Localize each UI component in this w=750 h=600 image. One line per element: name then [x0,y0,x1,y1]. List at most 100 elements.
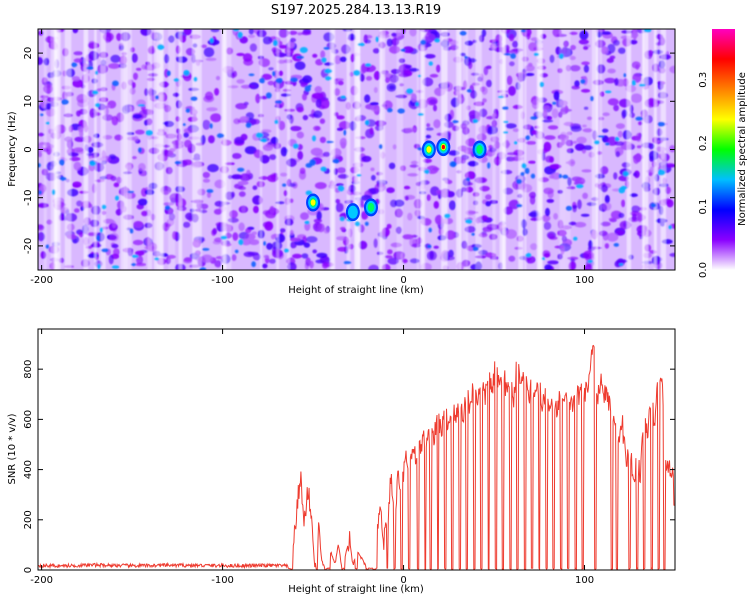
spectrogram-speckle [579,30,589,40]
spectrogram-speckle [357,42,365,47]
spectrogram-speckle [669,65,675,74]
spectrogram-speckle [38,57,43,65]
spectrogram-speckle [574,221,587,228]
spectrogram-speckle [600,166,609,175]
spectrogram-speckle [365,39,371,44]
spectrogram-speckle [524,64,535,72]
spectrogram-speckle [289,125,302,132]
spectrogram-speckle [207,164,219,173]
spectrogram-speckle [190,96,198,102]
spectrogram-speckle [407,212,413,221]
spectrogram-speckle [384,255,393,259]
spectrogram-speckle [613,172,618,180]
spectrogram-speckle [133,72,138,81]
spectrogram-speckle [573,236,578,241]
spectrogram-hotspot [421,140,436,159]
spectrogram-speckle [183,70,190,76]
spectrogram-speckle [141,187,148,197]
spectrogram-speckle [214,260,222,268]
spectrogram-speckle [111,265,120,269]
spectrogram-speckle [581,61,590,66]
spectrogram-speckle [202,178,211,183]
spectrogram-speckle [266,242,273,250]
spectrogram-speckle [340,226,346,231]
spectrogram-speckle [549,54,555,64]
spectrogram-speckle [255,132,263,139]
spectrogram-speckle [155,95,159,100]
spectrogram-speckle [300,82,308,88]
spectrogram-streak [564,29,571,270]
spectrogram-speckle [343,129,347,136]
figure-title: S197.2025.284.13.13.R19 [271,3,441,18]
spectrogram-speckle [545,207,550,217]
spectrogram-speckle [608,217,616,221]
spectrogram-speckle [451,161,456,167]
spectrogram-speckle [108,235,117,241]
spectrogram-speckle [365,76,373,81]
spectrogram-speckle [621,199,626,208]
snr-y-ticks: 0 200 400 600 800 [23,360,675,573]
spectrogram-speckle [241,238,252,246]
spectrogram-speckle [520,171,525,177]
spectrogram-speckle [252,253,261,261]
spectrogram-streak [518,29,524,270]
spectrogram-streak [396,29,403,270]
colorbar-tick-label: 0.1 [698,199,709,215]
spectrogram-speckle [72,29,79,34]
spectrogram-speckle [582,192,588,199]
spectrogram-speckle [615,123,626,129]
spectrogram-speckle [127,190,135,194]
spectrogram-speckle [236,79,245,84]
spectrogram-speckle [319,98,331,109]
spectrogram-speckle [243,251,255,258]
spectrogram-speckle [73,58,83,63]
colorbar-gradient [712,29,735,270]
spectrogram-speckle [553,213,558,220]
spectrogram-speckle [322,261,329,269]
spectrogram-speckle [133,136,139,142]
spectrogram-speckle [541,119,554,123]
spectrogram-speckle [145,129,153,136]
spectrogram-speckle [409,164,419,168]
spectrogram-speckle [426,123,431,128]
spectrogram-speckle [38,232,46,242]
spectrogram-speckle [568,55,576,61]
spectrogram-speckle [607,98,619,106]
spectrogram-speckle [409,29,417,37]
spectrogram-speckle [565,205,572,212]
spectrogram-speckle [233,29,240,32]
spectrogram-streak [192,29,199,270]
spectrogram-speckle [261,263,268,269]
spectrogram-speckle [206,107,218,112]
spectrogram-speckle [252,185,258,190]
spectrogram-speckle [524,167,530,175]
spectrogram-speckle [544,135,556,140]
spectrogram-speckle [251,231,258,235]
spectrogram-speckle [452,120,459,124]
spectrogram-speckle [262,144,274,152]
spectrogram-speckle [411,243,422,248]
spectrogram-speckle [423,169,430,174]
spectrogram-speckle [424,54,436,59]
spectrogram-speckle [253,205,259,214]
spectrogram-speckle [95,70,98,75]
spectrogram-speckle [319,256,331,264]
spectrogram-speckle [210,113,222,123]
spectrogram-speckle [138,163,146,172]
spectrogram-speckle [303,242,311,248]
spectrogram-speckle [391,32,397,37]
spectrogram-speckle [568,31,578,35]
spectrogram-speckle [574,143,585,151]
spectrogram-speckle [487,126,493,135]
spectrogram-speckle [51,189,56,196]
spectrogram-speckle [434,38,441,43]
spectrogram-speckle [401,258,408,264]
spectrogram-speckle [445,230,456,240]
spectrogram-speckle [333,88,341,96]
spectrogram-speckle [206,191,212,198]
spectrogram-speckle [617,130,623,138]
spectrogram-speckle [269,154,277,161]
spectrogram-speckle [240,133,248,141]
spectrogram-speckle [480,215,488,221]
